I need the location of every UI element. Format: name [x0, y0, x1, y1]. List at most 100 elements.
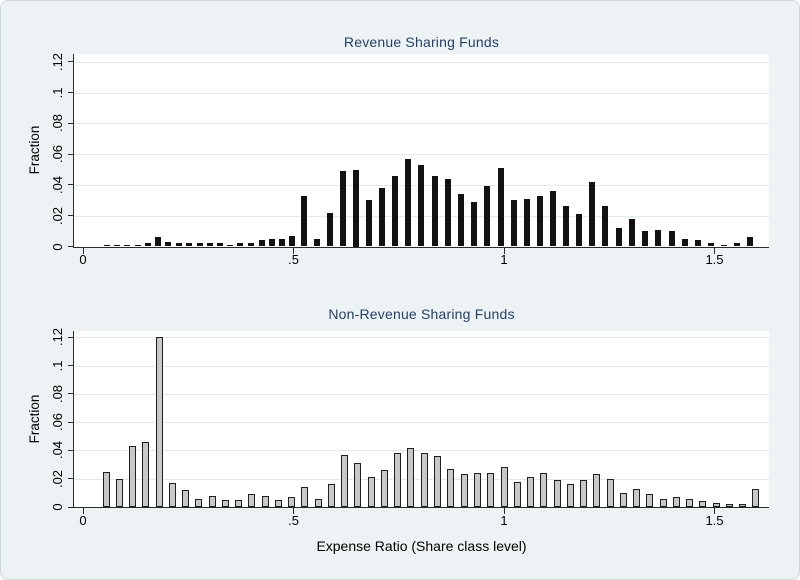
histogram-bar [354, 463, 362, 507]
histogram-bar [380, 470, 388, 507]
gridline [74, 422, 769, 424]
histogram-bar [195, 498, 203, 507]
histogram-bar [540, 473, 548, 507]
histogram-bar [642, 231, 649, 247]
x-tick-label: 1 [500, 513, 508, 528]
histogram-bar [208, 495, 216, 507]
gridline [74, 393, 769, 395]
histogram-bar [165, 241, 172, 247]
histogram-bar [420, 453, 428, 507]
histogram-bar [536, 195, 543, 247]
histogram-bar [144, 243, 151, 247]
x-tick-mark [82, 508, 84, 514]
histogram-bar [237, 243, 244, 247]
histogram-bar [313, 238, 320, 247]
x-tick-label: 1.5 [705, 513, 724, 528]
x-tick-mark [503, 247, 505, 254]
gridline [74, 92, 769, 94]
y-tick-mark [68, 336, 74, 338]
x-tick-label: 1.5 [705, 252, 724, 267]
histogram-bar [484, 186, 491, 247]
histogram-bar [227, 244, 234, 247]
histogram-bar [712, 502, 720, 507]
histogram-bar [155, 337, 163, 507]
histogram-bar [407, 447, 415, 507]
histogram-bar [686, 498, 694, 507]
histogram-bar [366, 200, 373, 247]
histogram-bar [168, 482, 176, 507]
histogram-bar [460, 474, 468, 507]
histogram-bar [115, 478, 123, 507]
y-axis-line [73, 331, 74, 508]
histogram-bar [182, 490, 190, 507]
histogram-bar [510, 200, 517, 247]
x-tick-label: .5 [288, 513, 299, 528]
histogram-bar [497, 167, 504, 247]
histogram-bar [633, 488, 641, 507]
y-tick-mark [68, 61, 74, 63]
y-tick-mark [68, 153, 74, 155]
histogram-bar [694, 240, 701, 247]
histogram-bar [487, 473, 495, 507]
x-tick-mark [503, 508, 505, 514]
histogram-bar [550, 191, 557, 247]
histogram-bar [445, 178, 451, 247]
histogram-bar [394, 453, 402, 507]
histogram-bar [431, 175, 438, 247]
histogram-bar [615, 228, 622, 247]
histogram-bar [289, 235, 296, 247]
histogram-bar [247, 243, 254, 247]
histogram-bar [392, 175, 399, 247]
histogram-bar [352, 169, 359, 247]
histogram-bar [300, 195, 307, 247]
y-tick-mark [68, 122, 74, 124]
histogram-bar [258, 240, 265, 247]
histogram-bar [619, 492, 627, 507]
histogram-bar [672, 497, 680, 507]
histogram-bar [155, 237, 162, 247]
histogram-bar [221, 499, 229, 507]
histogram-bar [655, 229, 662, 247]
x-axis-title: Expense Ratio (Share class level) [316, 538, 527, 554]
x-axis-line [73, 246, 769, 248]
y-axis-line [73, 54, 74, 248]
x-tick-label: .5 [288, 252, 299, 267]
histogram-bar [278, 238, 285, 247]
histogram-bar [206, 243, 213, 247]
histogram-bar [447, 468, 455, 507]
histogram-bar [129, 446, 137, 507]
x-tick-label: 0 [79, 252, 87, 267]
histogram-bar [418, 164, 425, 247]
histogram-bar [274, 499, 282, 507]
histogram-bar [327, 484, 335, 507]
histogram-bar [175, 243, 182, 247]
y-tick-mark [68, 393, 74, 395]
histogram-bar [513, 481, 521, 507]
histogram-bar [339, 171, 346, 247]
histogram-bar [668, 231, 675, 247]
histogram-bar [124, 244, 131, 247]
histogram-bar [186, 243, 193, 247]
gridline [74, 61, 769, 63]
histogram-bar [288, 497, 296, 507]
y-tick-mark [68, 478, 74, 480]
y-tick-mark [68, 449, 74, 451]
histogram-bar [707, 243, 714, 247]
y-tick-mark [68, 365, 74, 366]
histogram-bar [734, 243, 741, 247]
histogram-bar [261, 495, 269, 507]
y-tick-mark [68, 215, 74, 217]
histogram-bar [523, 198, 530, 247]
x-tick-mark [714, 508, 715, 514]
x-tick-label: 0 [79, 513, 87, 528]
histogram-bar [747, 237, 754, 247]
histogram-bar [341, 454, 349, 507]
histogram-bar [142, 441, 150, 507]
gridline [74, 337, 769, 339]
panel-title-revenue-sharing: Revenue Sharing Funds [343, 34, 500, 50]
histogram-bar [725, 504, 733, 507]
x-tick-label: 1 [500, 252, 508, 267]
histogram-bar [196, 243, 203, 247]
